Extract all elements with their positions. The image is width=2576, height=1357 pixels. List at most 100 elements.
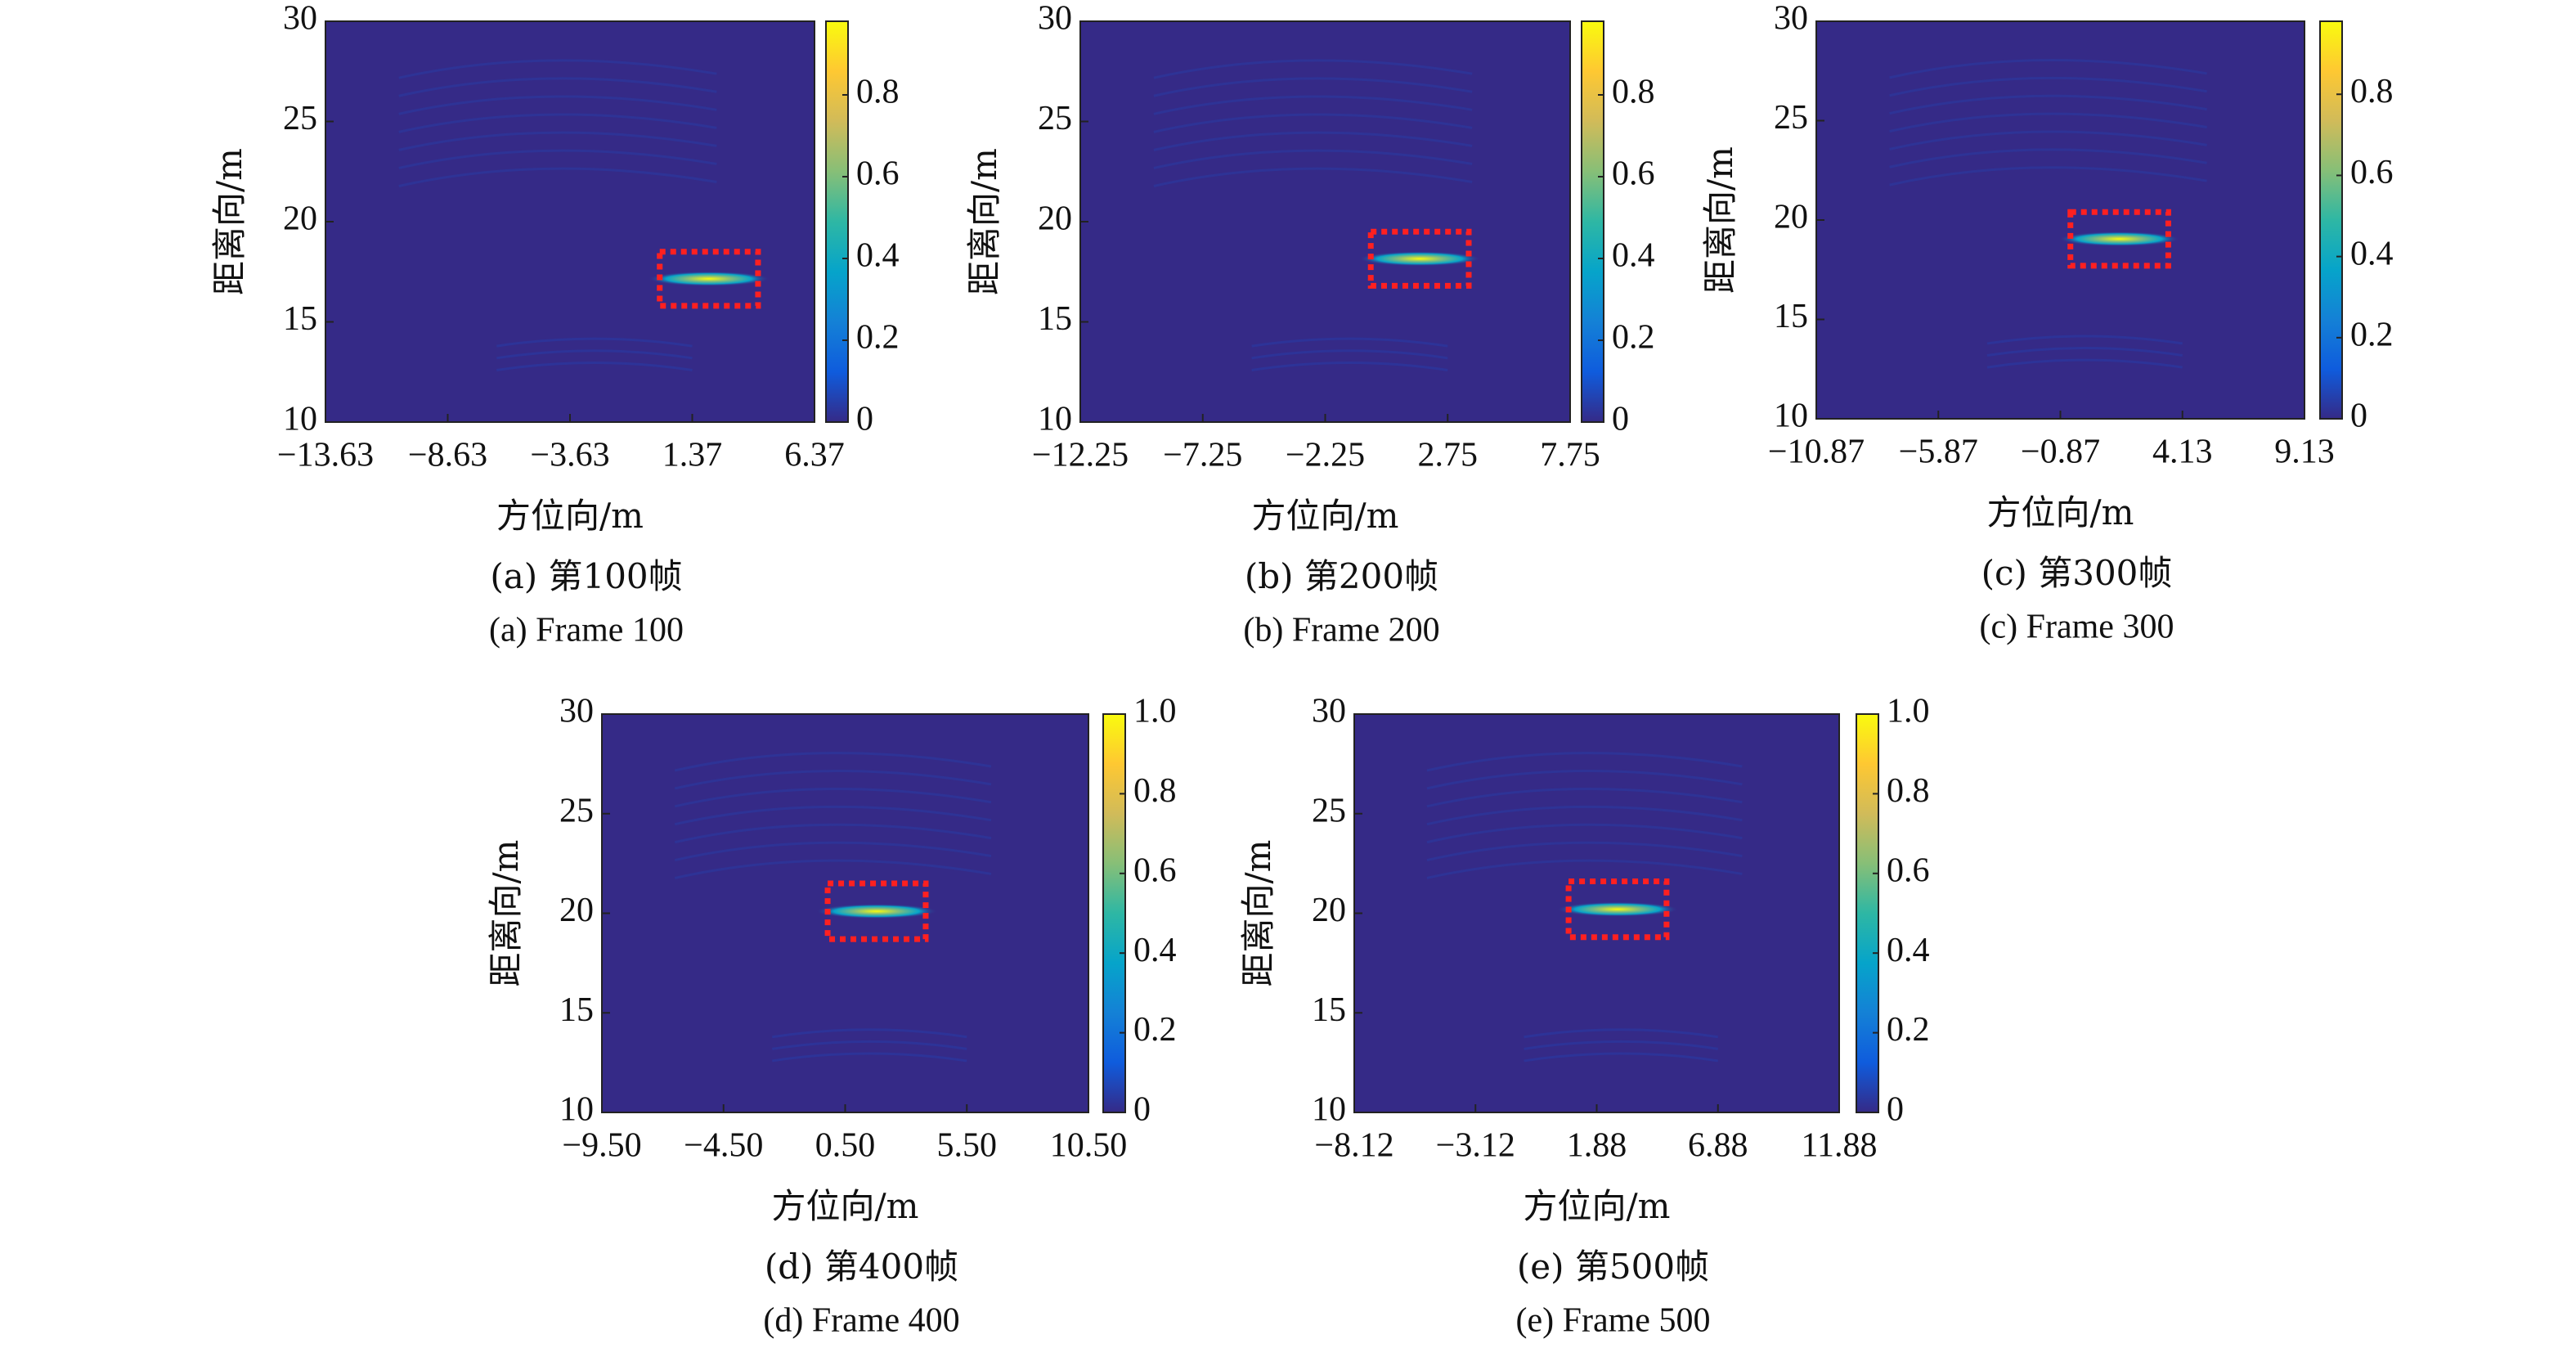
clutter-arc	[1251, 349, 1448, 360]
y-tick-label: 10	[559, 1091, 594, 1129]
clutter-arc	[1889, 166, 2207, 186]
y-tick-label: 15	[283, 300, 317, 338]
clutter-arc	[1524, 1052, 1718, 1063]
x-tick-label: 10.50	[1050, 1127, 1128, 1165]
y-tick-label: 20	[559, 892, 594, 929]
y-tick-label: 15	[1312, 991, 1346, 1029]
x-axis-label: 方位向/m	[1252, 496, 1399, 536]
clutter-arc	[496, 362, 693, 371]
clutter-arc	[1426, 770, 1743, 790]
colorbar-tick-label: 0.2	[1887, 1011, 1930, 1049]
clutter-arc	[1889, 148, 2207, 169]
caption: (a) Frame 100	[489, 612, 684, 649]
colorbar-tick-label: 0.4	[856, 237, 900, 275]
clutter-arc	[1986, 347, 2183, 357]
heatmap-background	[1815, 20, 2305, 420]
clutter-arc	[398, 131, 717, 151]
x-tick-label: −0.87	[2021, 434, 2100, 471]
colorbar-tick-label: 0	[1133, 1091, 1151, 1129]
y-axis-label: 距离向/m	[1700, 146, 1740, 294]
clutter-arc	[1251, 337, 1448, 348]
colorbar-tick-label: 0.8	[856, 74, 900, 111]
clutter-arc	[496, 337, 693, 348]
y-axis-label: 距离向/m	[486, 840, 526, 987]
clutter-arc	[1889, 94, 2207, 115]
y-tick-label: 20	[283, 200, 317, 238]
clutter-arc	[398, 167, 717, 187]
caption: (c) 第300帧	[1981, 553, 2173, 593]
colorbar-tick-label: 0.4	[1133, 932, 1177, 969]
colorbar-tick-label: 0.4	[1887, 932, 1930, 969]
target-box	[1367, 228, 1472, 289]
clutter-arc	[1426, 805, 1743, 826]
y-tick-label: 30	[1774, 0, 1808, 38]
caption: (d) Frame 400	[763, 1302, 959, 1340]
colorbar-tick-label: 0.2	[856, 319, 900, 357]
colorbar	[1102, 713, 1126, 1113]
colorbar-tick-label: 1.0	[1887, 693, 1930, 730]
x-tick-label: 5.50	[937, 1127, 998, 1165]
colorbar	[1856, 713, 1879, 1113]
clutter-arc	[1426, 823, 1743, 844]
caption: (b) 第200帧	[1245, 556, 1438, 596]
colorbar-tick-label: 0.8	[1887, 772, 1930, 810]
y-tick-label: 10	[1312, 1091, 1346, 1129]
colorbar-tick-label: 0.6	[1612, 155, 1655, 193]
x-tick-label: −3.12	[1436, 1127, 1515, 1165]
clutter-arc	[1153, 167, 1473, 187]
clutter-arc	[674, 787, 992, 808]
x-tick-label: −12.25	[1032, 437, 1129, 474]
clutter-arc	[398, 95, 717, 115]
y-tick-label: 25	[1774, 99, 1808, 137]
target-box	[824, 880, 929, 942]
clutter-arc	[1153, 131, 1473, 151]
x-axis-label: 方位向/m	[1987, 492, 2134, 532]
colorbar-tick-label: 0	[2350, 398, 2367, 435]
colorbar-tick-label: 0.6	[1133, 851, 1177, 889]
x-axis-label: 方位向/m	[1524, 1186, 1671, 1226]
clutter-arc	[1153, 59, 1473, 79]
clutter-arc	[1889, 130, 2207, 151]
target-box	[657, 249, 761, 309]
clutter-arc	[674, 805, 992, 826]
x-tick-label: −7.25	[1163, 437, 1242, 474]
y-tick-label: 15	[1774, 298, 1808, 335]
x-tick-label: −3.63	[530, 437, 609, 474]
colorbar-tick-label: 1.0	[1133, 693, 1177, 730]
clutter-arc	[398, 113, 717, 133]
y-tick-label: 20	[1038, 200, 1072, 238]
x-tick-label: 6.37	[784, 437, 845, 474]
caption: (e) Frame 500	[1516, 1302, 1711, 1340]
x-tick-label: 11.88	[1802, 1127, 1878, 1165]
colorbar-tick-label: 0.2	[2350, 316, 2394, 353]
colorbar-tick-label: 0.2	[1612, 319, 1655, 357]
heatmap-background	[325, 20, 815, 423]
target-box	[1565, 878, 1670, 941]
target-streak	[2058, 231, 2180, 247]
y-tick-label: 25	[283, 100, 317, 137]
x-tick-label: 1.88	[1567, 1127, 1627, 1165]
x-tick-label: 6.88	[1688, 1127, 1748, 1165]
y-tick-label: 25	[559, 792, 594, 829]
x-tick-label: 7.75	[1540, 437, 1600, 474]
y-tick-label: 20	[1774, 199, 1808, 236]
y-tick-label: 15	[559, 991, 594, 1029]
caption: (c) Frame 300	[1980, 609, 2174, 646]
clutter-arc	[674, 859, 992, 879]
clutter-arc	[674, 841, 992, 862]
y-tick-label: 30	[283, 0, 317, 38]
y-axis-label: 距离向/m	[964, 148, 1004, 295]
clutter-arc	[398, 59, 717, 79]
clutter-arc	[772, 1052, 967, 1063]
colorbar-tick-label: 0.8	[1612, 74, 1655, 111]
x-tick-label: 0.50	[815, 1127, 876, 1165]
colorbar	[2319, 20, 2343, 420]
clutter-arc	[1153, 113, 1473, 133]
clutter-arc	[1986, 335, 2183, 345]
y-tick-label: 30	[1038, 0, 1072, 38]
clutter-arc	[1153, 77, 1473, 97]
clutter-arc	[398, 149, 717, 169]
clutter-arc	[1426, 752, 1743, 772]
clutter-arc	[1426, 787, 1743, 808]
